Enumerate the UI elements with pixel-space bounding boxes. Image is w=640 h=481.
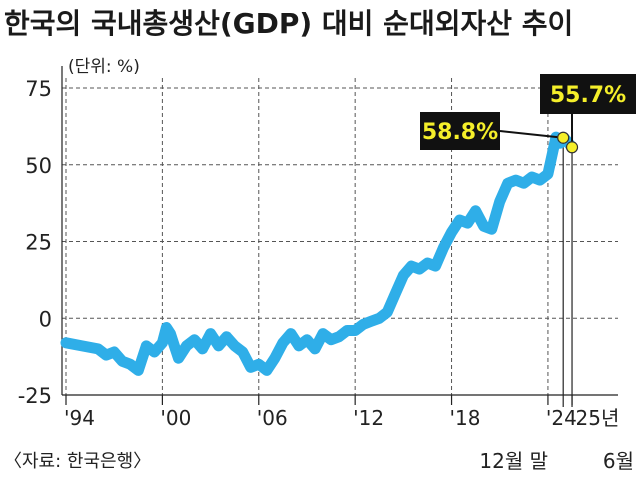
x-tick-label: '12	[353, 406, 384, 430]
callout-leader	[499, 130, 564, 139]
x-tick-label: '94	[64, 406, 95, 430]
y-tick-label: 75	[25, 77, 52, 101]
unit-label: (단위: %)	[68, 57, 140, 77]
dec-note: 12월 말	[479, 449, 548, 473]
x-tick-label: '25년	[570, 406, 619, 430]
y-tick-label: 50	[25, 154, 52, 178]
y-tick-label: 0	[39, 307, 52, 331]
callout-box	[420, 112, 500, 150]
jun-note: 6월	[603, 449, 634, 473]
x-tick-label: '00	[160, 406, 191, 430]
series-layer	[60, 131, 578, 376]
chart-title: 한국의 국내총생산(GDP) 대비 순대외자산 추이	[4, 7, 573, 40]
x-axis-ticks: '94 '00 '06 '12 '18 '24'25년 12월 말 6월	[64, 137, 634, 473]
x-tick-label: '06	[257, 406, 288, 430]
callout-point	[557, 131, 570, 144]
series-line	[60, 131, 578, 376]
callout-point	[565, 141, 579, 154]
annotations: 58.8% 55.7%	[420, 74, 636, 154]
callout-box	[540, 74, 636, 114]
y-tick-label: -25	[18, 384, 52, 408]
y-axis-ticks: 75 50 25 0 -25	[18, 77, 52, 408]
y-tick-label: 25	[25, 231, 52, 255]
x-tick-label: '18	[450, 406, 481, 430]
callout-label: 55.7%	[550, 83, 626, 108]
callout-label: 58.8%	[422, 120, 498, 145]
source-note: 〈자료: 한국은행〉	[4, 451, 151, 472]
x-tick-label: '24	[546, 406, 577, 430]
